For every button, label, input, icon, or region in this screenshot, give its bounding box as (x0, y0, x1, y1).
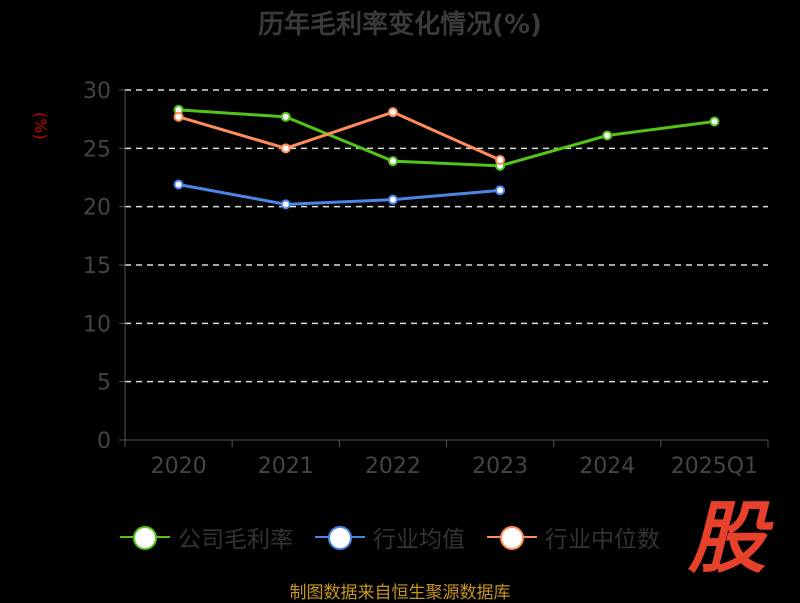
legend-symbol-icon (120, 525, 170, 550)
x-tick-label: 2024 (579, 454, 635, 479)
y-tick-label: 5 (97, 371, 111, 396)
y-tick-label: 20 (83, 196, 111, 221)
legend-symbol-icon (315, 525, 365, 550)
y-tick-label: 25 (83, 137, 111, 162)
data-point (387, 194, 398, 205)
legend-item-industry-median[interactable]: 行业中位数 (487, 520, 660, 554)
x-tick-label: 2025Q1 (671, 454, 758, 479)
x-tick-label: 2021 (258, 454, 314, 479)
data-point (280, 199, 291, 210)
legend: 公司毛利率 行业均值 行业中位数 (120, 520, 660, 554)
data-point (280, 111, 291, 122)
series-line (178, 108, 715, 168)
data-point (495, 185, 506, 196)
brand-logo: 股 (688, 494, 767, 584)
data-point (495, 155, 506, 165)
data-point (709, 116, 720, 127)
x-tick-label: 2020 (151, 454, 207, 479)
data-point (602, 130, 613, 141)
source-note: 制图数据来自恒生聚源数据库 (289, 583, 511, 603)
y-tick-label: 30 (83, 79, 111, 104)
y-tick-label: 0 (97, 429, 111, 454)
legend-item-company[interactable]: 公司毛利率 (120, 520, 293, 554)
y-tick-label: 15 (83, 254, 111, 279)
data-point (387, 107, 398, 118)
legend-item-industry-mean[interactable]: 行业均值 (315, 520, 465, 554)
data-point (173, 111, 184, 122)
legend-label: 公司毛利率 (178, 527, 293, 553)
data-point (280, 143, 291, 154)
x-tick-label: 2023 (472, 454, 528, 479)
data-point (173, 179, 184, 190)
x-tick-label: 2022 (365, 454, 421, 479)
y-tick-label: 10 (83, 312, 111, 337)
legend-label: 行业均值 (373, 527, 465, 553)
series-line (178, 110, 501, 162)
data-point (387, 156, 398, 167)
chart-title: 历年毛利率变化情况(%) (258, 10, 542, 40)
legend-label: 行业中位数 (545, 527, 660, 553)
legend-symbol-icon (487, 525, 537, 550)
series-line (178, 183, 501, 206)
